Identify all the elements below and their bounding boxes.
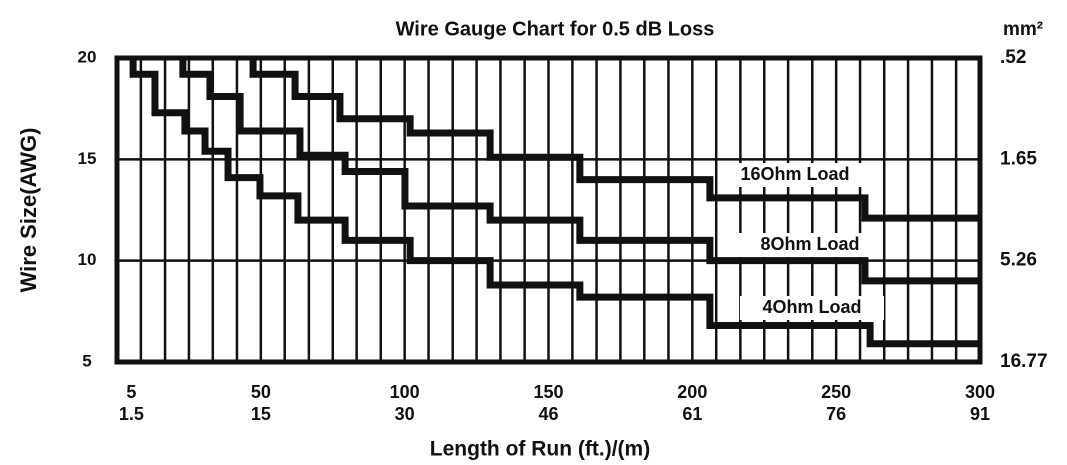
- y2-tick-label: 16.77: [1000, 351, 1048, 372]
- x-tick-label-m: 1.5: [119, 404, 144, 424]
- x-tick-label-m: 76: [826, 404, 846, 424]
- x-tick-label-m: 46: [538, 404, 558, 424]
- series-label: 16Ohm Load: [740, 164, 849, 184]
- x-tick-label: 300: [965, 382, 995, 402]
- series-label: 8Ohm Load: [760, 234, 859, 254]
- y-axis-title: Wire Size(AWG): [16, 128, 41, 293]
- x-tick-label-m: 91: [970, 404, 990, 424]
- y-tick-label: 15: [78, 149, 97, 168]
- x-tick-label-m: 61: [682, 404, 702, 424]
- label-bg: [738, 233, 882, 257]
- x-tick-label: 50: [251, 382, 271, 402]
- step-line: [179, 58, 980, 285]
- x-tick-label: 100: [390, 382, 420, 402]
- y-tick-label: 10: [78, 250, 97, 269]
- y2-tick-label: 1.65: [1000, 148, 1037, 169]
- step-line: [249, 58, 980, 222]
- y-tick-label: 20: [78, 47, 97, 66]
- x-tick-label: 250: [821, 382, 851, 402]
- x-tick-label: 200: [677, 382, 707, 402]
- x-tick-label: 150: [533, 382, 563, 402]
- series-label: 4Ohm Load: [762, 297, 861, 317]
- y2-tick-label: 5.26: [1000, 250, 1037, 271]
- y2-axis-title: mm²: [1003, 19, 1043, 40]
- y2-tick-label: .52: [1000, 47, 1026, 68]
- step-line: [129, 58, 980, 348]
- x-tick-label-m: 15: [251, 404, 271, 424]
- plot-border: [114, 55, 983, 365]
- x-axis-title: Length of Run (ft.)/(m): [430, 438, 650, 461]
- chart-title: Wire Gauge Chart for 0.5 dB Loss: [396, 18, 715, 40]
- label-bg: [723, 163, 867, 187]
- x-tick-label-m: 30: [395, 404, 415, 424]
- x-tick-label: 5: [126, 382, 136, 402]
- y-tick-label: 5: [82, 351, 91, 370]
- label-bg: [740, 296, 884, 320]
